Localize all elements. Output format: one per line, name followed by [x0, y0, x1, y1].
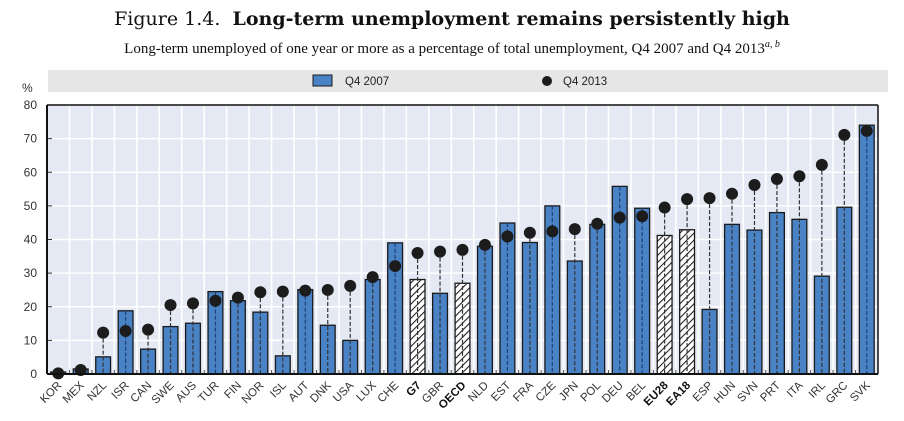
dot-ita	[793, 170, 806, 183]
dot-fin	[231, 291, 244, 304]
dot-fra	[523, 226, 536, 239]
y-tick-label: 30	[24, 266, 38, 280]
dot-grc	[838, 128, 851, 141]
dot-irl	[815, 158, 828, 171]
legend-background	[48, 70, 888, 92]
x-tick-label-esp: ESP	[691, 379, 716, 404]
y-axis-unit: %	[22, 81, 33, 95]
x-tick-label-ita: ITA	[785, 379, 806, 400]
x-tick-label-nld: NLD	[466, 380, 491, 405]
dot-cze	[546, 225, 559, 238]
bar-usa	[342, 339, 359, 375]
x-tick-label-tur: TUR	[196, 380, 221, 405]
dot-dnk	[321, 283, 334, 296]
dot-isl	[276, 285, 289, 298]
dot-che	[389, 260, 402, 273]
dot-aut	[299, 284, 312, 297]
dot-svk	[860, 124, 873, 137]
legend-label-q4-2007: Q4 2007	[345, 76, 389, 88]
dot-g7	[411, 246, 424, 259]
y-tick-label: 0	[30, 367, 37, 381]
dot-svn	[748, 179, 761, 192]
x-tick-label-grc: GRC	[824, 380, 851, 407]
dot-usa	[344, 279, 357, 292]
x-tick-label-eu28: EU28	[642, 379, 671, 408]
y-tick-label: 40	[24, 233, 38, 247]
x-tick-label-swe: SWE	[150, 379, 177, 406]
x-tick-label-pol: POL	[579, 379, 604, 404]
subtitle-notes: a, b	[764, 39, 780, 50]
dot-hun	[726, 187, 739, 200]
y-tick-label: 80	[24, 98, 38, 112]
dot-ea18	[681, 193, 694, 206]
y-tick-label: 20	[24, 300, 38, 314]
x-tick-label-isl: ISL	[268, 379, 289, 400]
dot-mex	[74, 363, 87, 376]
figure-label: Figure 1.4.	[114, 8, 221, 30]
x-tick-label-mex: MEX	[61, 379, 87, 405]
chart-title: Figure 1.4. Long-term unemployment remai…	[0, 8, 904, 30]
x-tick-label-jpn: JPN	[557, 380, 581, 404]
x-tick-label-svn: SVN	[735, 380, 760, 405]
x-tick-label-aut: AUT	[287, 380, 312, 405]
y-tick-label: 10	[24, 333, 38, 347]
x-tick-label-prt: PRT	[758, 380, 783, 405]
y-tick-label: 50	[24, 199, 38, 213]
dot-isr	[119, 324, 132, 337]
legend-swatch-q4-2007	[312, 74, 333, 87]
x-tick-label-ea18: EA18	[664, 379, 693, 408]
dot-swe	[164, 299, 177, 312]
chart-subtitle: Long-term unemployed of one year or more…	[0, 39, 904, 58]
dot-gbr	[434, 245, 447, 258]
subtitle-text: Long-term unemployed of one year or more…	[124, 41, 765, 57]
dot-esp	[703, 192, 716, 205]
dot-pol	[591, 217, 604, 230]
x-tick-label-svk: SVK	[848, 379, 873, 404]
dot-tur	[209, 294, 222, 307]
dot-bel	[636, 210, 649, 223]
legend-dot-q4-2013	[542, 76, 552, 86]
x-tick-label-aus: AUS	[174, 379, 199, 404]
dot-nor	[254, 286, 267, 299]
dot-oecd	[456, 243, 469, 256]
dot-eu28	[658, 201, 671, 214]
title-text: Long-term unemployment remains persisten…	[232, 8, 790, 30]
x-tick-label-dnk: DNK	[308, 379, 334, 405]
x-tick-label-kor: KOR	[38, 380, 64, 406]
dot-can	[142, 323, 155, 336]
x-tick-label-lux: LUX	[354, 379, 379, 404]
x-tick-label-isr: ISR	[110, 380, 132, 402]
x-tick-label-deu: DEU	[600, 380, 626, 406]
x-tick-label-can: CAN	[129, 380, 155, 406]
dot-prt	[770, 172, 783, 185]
y-tick-label: 60	[24, 165, 38, 179]
x-tick-label-nor: NOR	[240, 380, 267, 407]
x-tick-label-hun: HUN	[712, 380, 738, 406]
dot-lux	[366, 271, 379, 284]
dot-aus	[186, 297, 199, 310]
legend: Q4 2007 Q4 2013	[48, 70, 888, 92]
x-tick-label-nzl: NZL	[85, 379, 109, 403]
dot-jpn	[568, 223, 581, 236]
dot-nld	[478, 238, 491, 251]
x-tick-label-est: EST	[489, 380, 513, 404]
x-tick-label-usa: USA	[331, 379, 356, 404]
x-tick-label-fra: FRA	[511, 379, 536, 404]
dot-nzl	[97, 326, 110, 339]
x-tick-label-cze: CZE	[534, 379, 559, 404]
y-tick-label: 70	[24, 132, 38, 146]
x-tick-label-che: CHE	[376, 379, 402, 405]
dot-deu	[613, 211, 626, 224]
legend-label-q4-2013: Q4 2013	[563, 76, 607, 88]
dot-est	[501, 230, 514, 243]
